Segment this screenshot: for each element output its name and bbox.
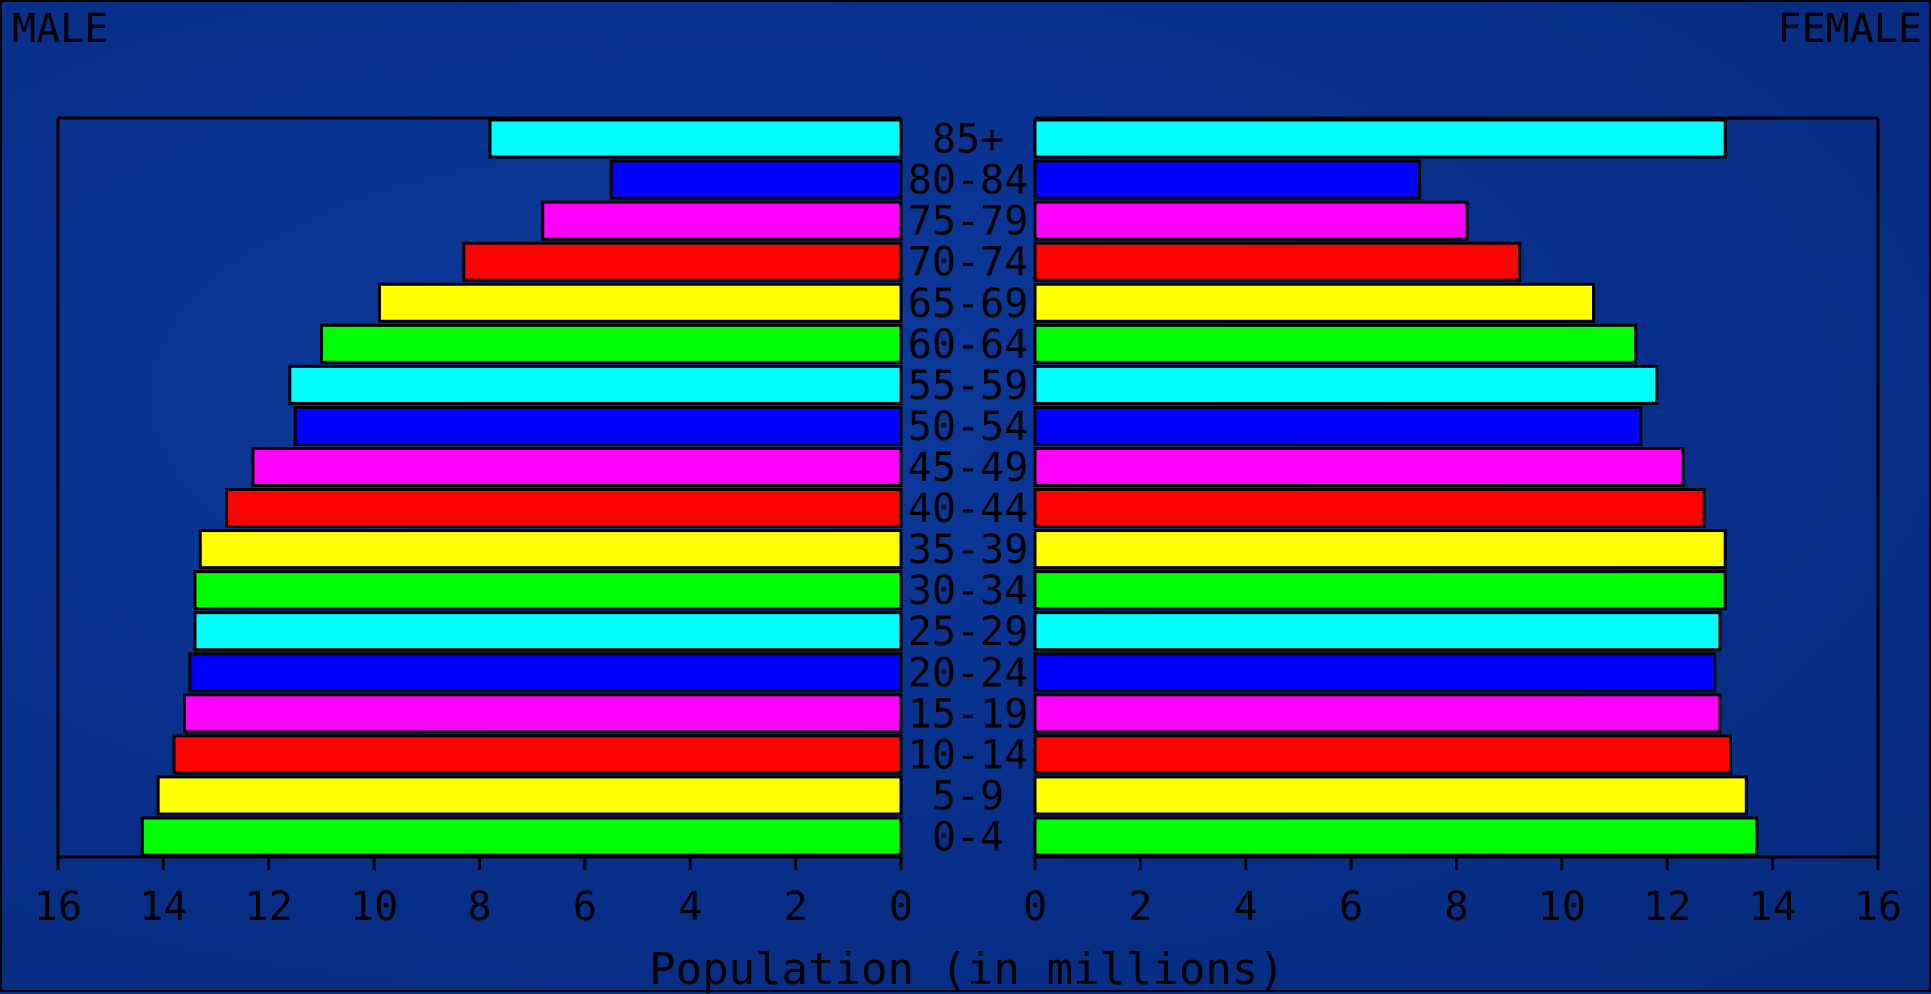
female-bar-75-79 xyxy=(1033,200,1469,241)
male-tick-label: 10 xyxy=(350,884,398,930)
male-bar-15-19 xyxy=(182,693,903,734)
age-label-80-84: 80-84 xyxy=(908,158,1028,204)
female-bar-20-24 xyxy=(1033,652,1717,693)
age-label-50-54: 50-54 xyxy=(908,404,1028,450)
male-bar-80-84 xyxy=(609,159,903,200)
male-bar-10-14 xyxy=(172,734,903,775)
bars-group xyxy=(140,118,1759,857)
male-bar-0-4 xyxy=(140,816,903,857)
female-bar-30-34 xyxy=(1033,570,1727,611)
age-label-35-39: 35-39 xyxy=(908,527,1028,573)
female-tick-label: 0 xyxy=(1023,884,1047,930)
female-tick-label: 14 xyxy=(1749,884,1797,930)
age-label-0-4: 0-4 xyxy=(932,814,1004,860)
female-bar-60-64 xyxy=(1033,323,1638,364)
male-bar-25-29 xyxy=(193,611,903,652)
age-label-20-24: 20-24 xyxy=(908,650,1028,696)
male-label: MALE xyxy=(12,6,108,52)
age-label-40-44: 40-44 xyxy=(908,486,1028,532)
male-tick-label: 0 xyxy=(889,884,913,930)
female-tick-label: 16 xyxy=(1854,884,1902,930)
age-label-70-74: 70-74 xyxy=(908,240,1028,286)
female-tick-label: 4 xyxy=(1234,884,1258,930)
female-bar-40-44 xyxy=(1033,488,1706,529)
female-bar-0-4 xyxy=(1033,816,1759,857)
age-label-85+: 85+ xyxy=(932,117,1004,163)
male-bar-50-54 xyxy=(293,405,903,446)
female-bar-15-19 xyxy=(1033,693,1722,734)
age-label-60-64: 60-64 xyxy=(908,322,1028,368)
male-bar-45-49 xyxy=(251,446,903,488)
female-bar-50-54 xyxy=(1033,405,1643,446)
female-label: FEMALE xyxy=(1778,6,1923,52)
age-label-45-49: 45-49 xyxy=(908,445,1028,491)
female-tick-label: 8 xyxy=(1444,884,1468,930)
female-bar-80-84 xyxy=(1033,159,1422,200)
age-group-labels: 85+80-8475-7970-7465-6960-6455-5950-5445… xyxy=(908,117,1028,861)
female-bar-45-49 xyxy=(1033,446,1685,488)
male-tick-label: 14 xyxy=(139,884,187,930)
male-bar-85+ xyxy=(488,118,903,159)
age-label-75-79: 75-79 xyxy=(908,199,1028,245)
x-axis-ticks: 16 14 12 10 8 6 4 2 0 0 2 4 6 8 10 12 14 16 xyxy=(34,857,1902,930)
age-label-5-9: 5-9 xyxy=(932,773,1004,819)
x-axis-title: Population (in millions) xyxy=(649,944,1285,994)
male-bar-40-44 xyxy=(225,488,903,529)
male-bar-20-24 xyxy=(188,652,903,693)
male-tick-label: 16 xyxy=(34,884,82,930)
male-bar-35-39 xyxy=(198,529,903,570)
female-bar-25-29 xyxy=(1033,611,1722,652)
male-bar-60-64 xyxy=(319,323,903,364)
age-label-30-34: 30-34 xyxy=(908,568,1028,614)
female-tick-label: 10 xyxy=(1538,884,1586,930)
male-tick-label: 6 xyxy=(573,884,597,930)
female-bar-10-14 xyxy=(1033,734,1732,775)
male-bar-75-79 xyxy=(541,200,903,241)
male-bar-30-34 xyxy=(193,570,903,611)
male-tick-label: 12 xyxy=(245,884,293,930)
male-tick-label: 8 xyxy=(467,884,491,930)
male-tick-label: 2 xyxy=(784,884,808,930)
male-bar-70-74 xyxy=(462,241,903,282)
age-label-25-29: 25-29 xyxy=(908,609,1028,655)
female-tick-label: 2 xyxy=(1128,884,1152,930)
age-label-55-59: 55-59 xyxy=(908,363,1028,409)
female-tick-label: 6 xyxy=(1339,884,1363,930)
age-label-15-19: 15-19 xyxy=(908,691,1028,737)
female-tick-label: 12 xyxy=(1643,884,1691,930)
male-bar-65-69 xyxy=(377,282,903,323)
male-tick-label: 4 xyxy=(678,884,702,930)
female-bar-5-9 xyxy=(1033,775,1748,816)
female-bar-55-59 xyxy=(1033,364,1659,405)
male-bar-55-59 xyxy=(288,364,903,405)
female-bar-65-69 xyxy=(1033,282,1595,323)
age-label-65-69: 65-69 xyxy=(908,281,1028,327)
male-bar-5-9 xyxy=(156,775,903,816)
female-bar-70-74 xyxy=(1033,241,1522,282)
female-bar-35-39 xyxy=(1033,529,1727,570)
female-bar-85+ xyxy=(1033,118,1727,159)
age-label-10-14: 10-14 xyxy=(908,732,1028,778)
